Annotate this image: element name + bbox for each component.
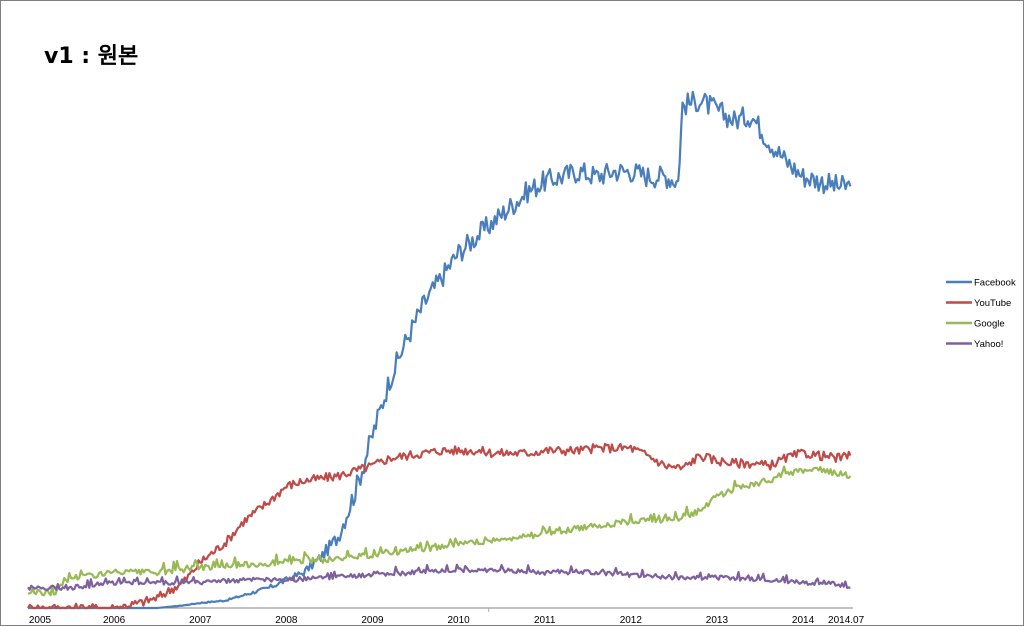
- x-tick-label: 2014.07: [828, 615, 865, 626]
- series-line-yahoo: [27, 563, 851, 591]
- series-line-youtube: [27, 442, 852, 610]
- x-tick-label: 2013: [706, 615, 729, 626]
- x-tick-label: 2014: [792, 615, 815, 626]
- legend-label: Yahoo!: [974, 339, 1003, 350]
- series-line-google: [27, 465, 852, 597]
- legend-label: YouTube: [974, 298, 1011, 309]
- x-tick-label: 2011: [534, 615, 556, 626]
- chart-title: v1 : 원본: [44, 44, 139, 69]
- legend-label: Google: [974, 319, 1005, 330]
- x-tick-label: 2005: [29, 615, 52, 626]
- x-tick-label: 2010: [447, 615, 470, 626]
- x-tick-label: 2009: [361, 615, 384, 626]
- legend-label: Facebook: [974, 278, 1016, 289]
- series-line-facebook: [28, 90, 852, 610]
- x-tick-label: 2012: [620, 615, 643, 626]
- x-tick-label: 2008: [275, 615, 298, 626]
- x-tick-label: 2006: [103, 615, 126, 626]
- x-tick-label: 2007: [189, 615, 212, 626]
